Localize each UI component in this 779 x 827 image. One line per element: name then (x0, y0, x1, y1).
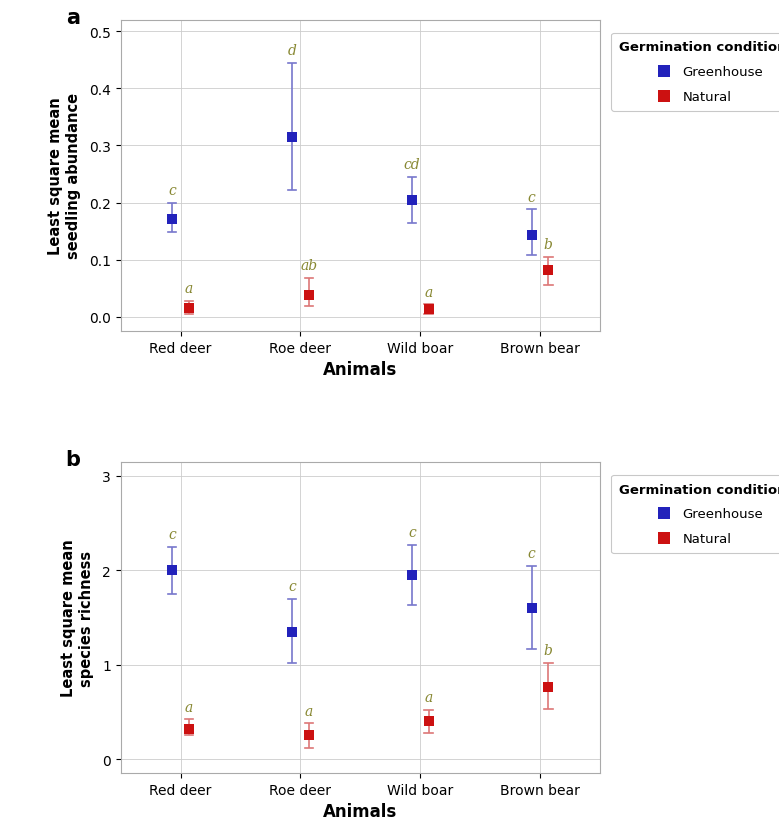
Text: a: a (425, 691, 432, 705)
Text: c: c (168, 184, 176, 198)
Text: cd: cd (404, 158, 420, 172)
Text: d: d (287, 44, 297, 58)
Text: a: a (185, 700, 193, 714)
Text: a: a (425, 285, 432, 299)
Text: a: a (305, 704, 313, 718)
Text: c: c (288, 580, 296, 593)
Text: ab: ab (300, 259, 317, 273)
X-axis label: Animals: Animals (323, 361, 397, 379)
Text: a: a (65, 8, 79, 28)
Text: b: b (544, 643, 553, 657)
X-axis label: Animals: Animals (323, 802, 397, 820)
Legend: Greenhouse, Natural: Greenhouse, Natural (612, 33, 779, 112)
Y-axis label: Least square mean
species richness: Least square mean species richness (62, 539, 93, 696)
Text: c: c (168, 528, 176, 542)
Text: c: c (408, 526, 416, 539)
Y-axis label: Least square mean
seedling abundance: Least square mean seedling abundance (48, 93, 81, 259)
Text: c: c (527, 190, 535, 204)
Text: a: a (185, 282, 193, 296)
Text: b: b (544, 238, 553, 252)
Text: c: c (527, 547, 535, 561)
Text: b: b (65, 450, 81, 470)
Legend: Greenhouse, Natural: Greenhouse, Natural (612, 475, 779, 553)
